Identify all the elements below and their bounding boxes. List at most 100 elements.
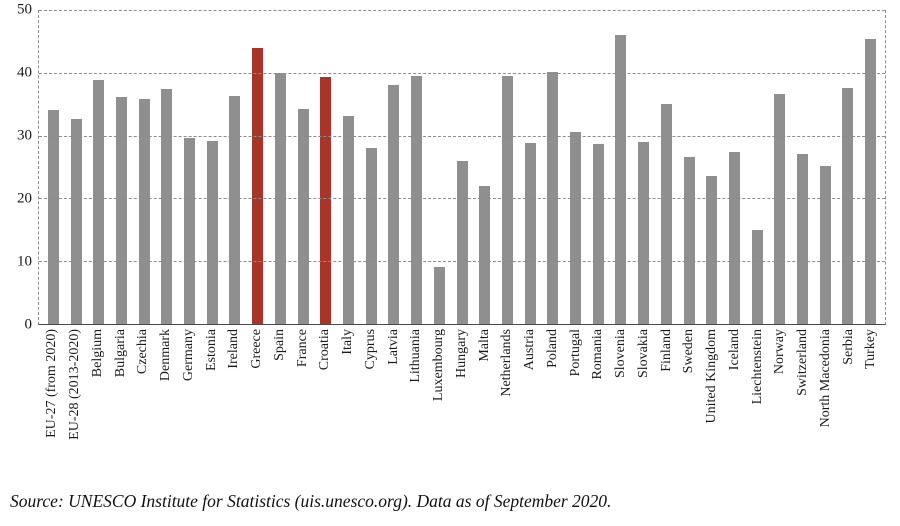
bar-slot — [451, 10, 474, 324]
bar-hungary — [456, 161, 468, 324]
bar-romania — [592, 144, 604, 324]
bar-italy — [342, 115, 354, 324]
y-axis-tick-label: 30 — [17, 127, 32, 144]
x-axis-label: Luxembourg — [431, 329, 447, 402]
x-axis-label: Italy — [340, 329, 356, 355]
bar-slot — [65, 10, 88, 324]
x-axis-label: Czechia — [135, 329, 151, 375]
x-label-slot: Italy — [337, 329, 360, 481]
x-label-slot: Germany — [178, 329, 201, 481]
bar-slot — [383, 10, 406, 324]
x-axis-label: EU-27 (from 2020) — [44, 329, 60, 438]
x-label-slot: Belgium — [87, 329, 110, 481]
bar-slot — [156, 10, 179, 324]
x-label-slot: Austria — [519, 329, 542, 481]
bar-eu-28-2013-2020- — [70, 119, 82, 324]
bar-slot — [791, 10, 814, 324]
bar-austria — [524, 143, 536, 324]
x-label-slot: Norway — [769, 329, 792, 481]
x-label-slot: Cyprus — [360, 329, 383, 481]
x-axis-label: Hungary — [453, 329, 469, 378]
y-axis-tick-label: 10 — [17, 253, 32, 270]
bar-slot — [700, 10, 723, 324]
x-axis-label: Poland — [544, 329, 560, 368]
bar-slot — [292, 10, 315, 324]
y-axis-tick-label: 20 — [17, 190, 32, 207]
bar-denmark — [161, 89, 173, 324]
bar-united-kingdom — [706, 175, 718, 324]
x-label-slot: Serbia — [837, 329, 860, 481]
bar-slot — [859, 10, 882, 324]
bar-slot — [246, 10, 269, 324]
bar-slot — [337, 10, 360, 324]
x-label-slot: Switzerland — [792, 329, 815, 481]
bar-croatia — [320, 76, 332, 324]
bar-belgium — [93, 79, 105, 324]
bar-lithuania — [411, 75, 423, 324]
x-axis-label: Norway — [772, 329, 788, 375]
bar-norway — [774, 93, 786, 324]
x-label-slot: United Kingdom — [701, 329, 724, 481]
y-axis-tick-label: 40 — [17, 64, 32, 81]
x-label-slot: Bulgaria — [109, 329, 132, 481]
x-label-slot: Netherlands — [496, 329, 519, 481]
x-axis-label: United Kingdom — [704, 329, 720, 424]
x-label-slot: Sweden — [678, 329, 701, 481]
x-axis-label: Ireland — [226, 329, 242, 369]
bar-slot — [178, 10, 201, 324]
x-axis-label: Estonia — [203, 329, 219, 371]
bar-slot — [269, 10, 292, 324]
bar-slot — [360, 10, 383, 324]
y-axis-tick-label: 0 — [24, 316, 33, 333]
x-axis-label: France — [294, 329, 310, 368]
x-label-slot: Estonia — [200, 329, 223, 481]
bar-serbia — [842, 87, 854, 324]
bar-slot — [564, 10, 587, 324]
x-label-slot: Liechtenstein — [746, 329, 769, 481]
x-label-slot: Malta — [473, 329, 496, 481]
x-label-slot: Latvia — [382, 329, 405, 481]
x-axis-label: Serbia — [840, 329, 856, 365]
x-label-slot: Iceland — [724, 329, 747, 481]
x-axis-label: Turkey — [863, 329, 879, 369]
x-label-slot: Lithuania — [405, 329, 428, 481]
bar-slot — [655, 10, 678, 324]
x-label-slot: Hungary — [451, 329, 474, 481]
plot-area — [38, 10, 886, 325]
x-axis-label: Finland — [658, 329, 674, 372]
bar-slot — [723, 10, 746, 324]
x-axis-label: Portugal — [567, 329, 583, 377]
x-axis-label: Belgium — [89, 329, 105, 378]
bar-greece — [252, 47, 264, 324]
bar-slot — [632, 10, 655, 324]
x-axis-label: Slovakia — [635, 329, 651, 378]
bar-slovakia — [638, 141, 650, 324]
x-label-slot: North Macedonia — [815, 329, 838, 481]
x-axis-labels: EU-27 (from 2020) EU-28 (2013-2020) Belgiu… — [38, 329, 886, 481]
y-axis-tick-label: 50 — [17, 1, 32, 18]
bar-portugal — [570, 131, 582, 324]
bar-malta — [479, 185, 491, 324]
x-axis-label: Spain — [271, 329, 287, 361]
bar-slot — [814, 10, 837, 324]
x-label-slot: Slovakia — [633, 329, 656, 481]
x-label-slot: Croatia — [314, 329, 337, 481]
bar-netherlands — [501, 75, 513, 324]
gridline — [39, 135, 885, 137]
bar-slot — [314, 10, 337, 324]
gridline — [39, 72, 885, 74]
x-label-slot: Portugal — [564, 329, 587, 481]
x-label-slot: EU-27 (from 2020) — [41, 329, 64, 481]
x-axis-label: Liechtenstein — [749, 329, 765, 405]
bar-slot — [587, 10, 610, 324]
x-axis-label: EU-28 (2013-2020) — [67, 329, 83, 440]
bar-slot — [769, 10, 792, 324]
bar-slot — [837, 10, 860, 324]
source-note: Source: UNESCO Institute for Statistics … — [10, 491, 612, 511]
bar-finland — [660, 104, 672, 324]
gridline — [39, 261, 885, 263]
x-axis-label: Malta — [476, 329, 492, 362]
bar-slot — [42, 10, 65, 324]
x-axis-label: Romania — [590, 329, 606, 380]
